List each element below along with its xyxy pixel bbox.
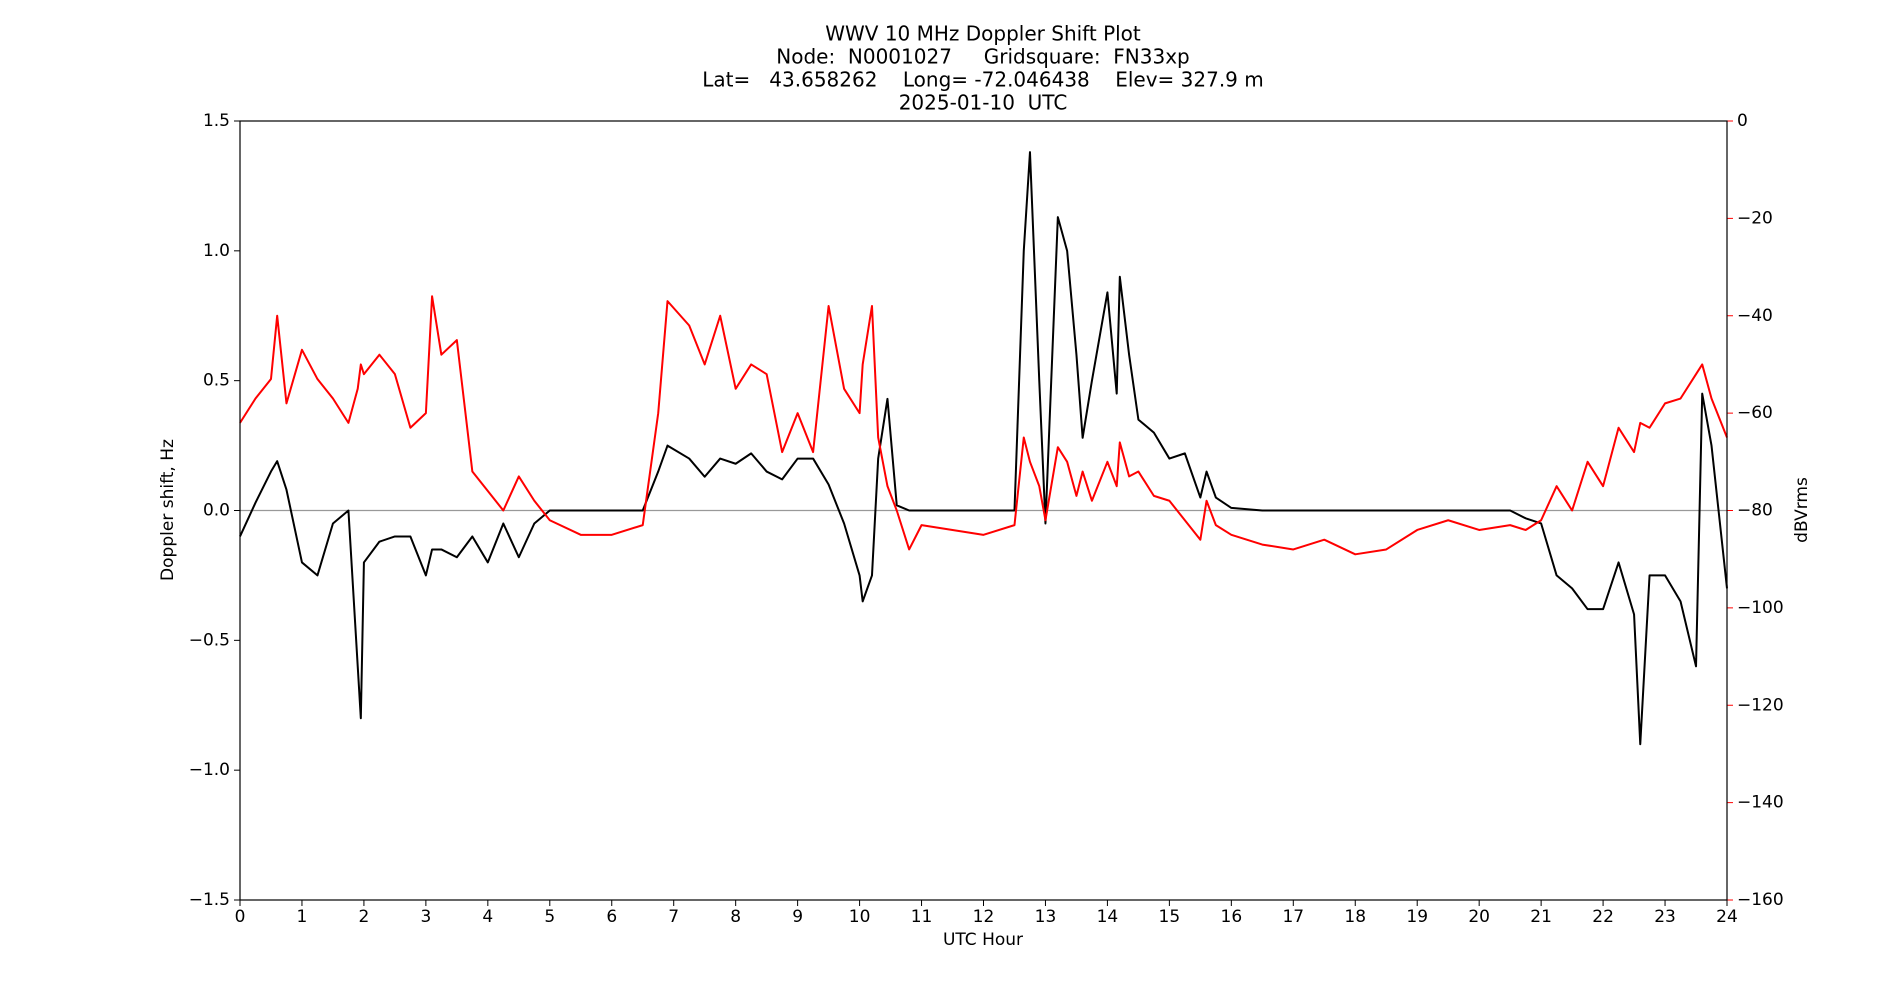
x-tick-label: 5 <box>544 907 555 927</box>
x-tick-label: 21 <box>1530 907 1552 927</box>
x-tick-label: 2 <box>359 907 370 927</box>
y2-axis-label: dBVrms <box>1792 477 1812 543</box>
chart-title: WWV 10 MHz Doppler Shift Plot <box>825 22 1141 46</box>
data-line <box>239 151 1728 746</box>
y2-tick-label: −120 <box>1737 695 1784 715</box>
x-tick-label: 12 <box>973 907 995 927</box>
y-tick-label: −0.5 <box>189 630 230 650</box>
x-tick-label: 20 <box>1468 907 1490 927</box>
x-tick-label: 18 <box>1344 907 1366 927</box>
y-tick-label: 1.5 <box>203 111 230 131</box>
x-tick-label: 11 <box>911 907 933 927</box>
data-line <box>239 295 1728 556</box>
y2-tick-label: −80 <box>1737 501 1773 521</box>
x-tick-label: 0 <box>235 907 246 927</box>
y-tick-label: 1.0 <box>203 241 230 261</box>
x-tick-label: 3 <box>420 907 431 927</box>
x-tick-label: 15 <box>1159 907 1181 927</box>
x-tick-label: 9 <box>792 907 803 927</box>
x-tick-label: 17 <box>1282 907 1304 927</box>
x-tick-label: 16 <box>1221 907 1243 927</box>
x-tick-label: 6 <box>606 907 617 927</box>
x-tick-label: 13 <box>1035 907 1057 927</box>
chart-subtitle: 2025-01-10 UTC <box>899 91 1068 115</box>
y2-tick-label: −100 <box>1737 598 1784 618</box>
x-tick-label: 22 <box>1592 907 1614 927</box>
y2-tick-label: −60 <box>1737 403 1773 423</box>
plot-frame <box>239 120 1728 901</box>
y2-tick-label: 0 <box>1737 111 1748 131</box>
x-tick-label: 4 <box>482 907 493 927</box>
x-tick-label: 7 <box>668 907 679 927</box>
x-tick-label: 8 <box>730 907 741 927</box>
y2-tick-label: −20 <box>1737 208 1773 228</box>
y-tick-label: −1.5 <box>189 890 230 910</box>
y2-tick-label: −40 <box>1737 306 1773 326</box>
chart-subtitle: Node: N0001027 Gridsquare: FN33xp <box>776 45 1189 69</box>
x-tick-label: 1 <box>297 907 308 927</box>
y-tick-label: −1.0 <box>189 760 230 780</box>
y-axis-label: Doppler shift, Hz <box>158 439 178 581</box>
chart-subtitle: Lat= 43.658262 Long= -72.046438 Elev= 32… <box>702 68 1264 92</box>
x-tick-label: 23 <box>1654 907 1676 927</box>
x-tick-label: 14 <box>1097 907 1119 927</box>
y2-tick-label: −160 <box>1737 890 1784 910</box>
x-axis-label: UTC Hour <box>943 930 1023 950</box>
y-tick-label: 0.0 <box>203 501 230 521</box>
y2-tick-label: −140 <box>1737 793 1784 813</box>
x-tick-label: 19 <box>1406 907 1428 927</box>
x-tick-label: 10 <box>849 907 871 927</box>
y-tick-label: 0.5 <box>203 371 230 391</box>
x-tick-label: 24 <box>1716 907 1738 927</box>
